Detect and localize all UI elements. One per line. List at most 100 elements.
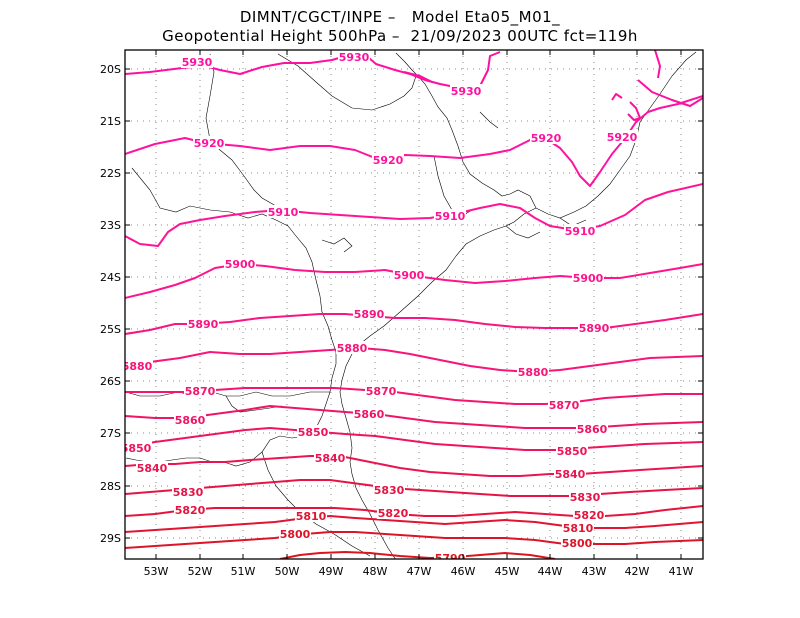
- contour-label-bg: [377, 506, 409, 519]
- contour-label-bg: [174, 503, 206, 516]
- map-title-line1: DIMNT/CGCT/INPE – Model Eta05_M01_: [239, 8, 561, 26]
- lon-label: 41W: [669, 565, 694, 578]
- contour-line-5930: [125, 52, 347, 75]
- contour-label-bg: [336, 341, 368, 354]
- contour-label-bg: [224, 257, 256, 270]
- contour-label-bg: [297, 425, 329, 438]
- lat-label: 27S: [100, 427, 121, 440]
- contour-label-5860: 5860: [354, 408, 385, 421]
- contour-label-5850: 5850: [121, 442, 152, 455]
- contour-label-bg: [434, 551, 466, 559]
- contour-label-bg: [125, 441, 152, 454]
- contour-label-5860: 5860: [577, 423, 608, 436]
- contour-label-bg: [572, 271, 604, 284]
- contour-label-bg: [393, 268, 425, 281]
- contour-label-bg: [314, 451, 346, 464]
- lon-label: 44W: [538, 565, 563, 578]
- contour-line-5880: [125, 347, 703, 373]
- contour-label-bg: [295, 509, 327, 522]
- lat-label: 22S: [100, 167, 121, 180]
- contour-label-bg: [353, 407, 385, 420]
- contour-line-5790: [279, 551, 556, 559]
- contour-label-bg: [353, 307, 385, 320]
- contour-label-5840: 5840: [555, 468, 586, 481]
- contour-line-5930: [637, 79, 703, 107]
- contour-label-bg: [606, 130, 638, 143]
- contour-label-5900: 5900: [225, 258, 256, 271]
- contour-label-5920: 5920: [531, 132, 562, 145]
- contour-label-5920: 5920: [194, 137, 225, 150]
- lat-label: 20S: [100, 63, 121, 76]
- lon-label: 42W: [625, 565, 650, 578]
- contour-label-5920: 5920: [373, 154, 404, 167]
- contour-line-5930: [403, 71, 433, 83]
- contour-label-bg: [365, 384, 397, 397]
- contour-label-5800: 5800: [280, 528, 311, 541]
- contour-label-5840: 5840: [137, 462, 168, 475]
- contour-label-bg: [548, 398, 580, 411]
- contour-label-5900: 5900: [573, 272, 604, 285]
- map-frame-background: [125, 50, 703, 559]
- contour-label-5910: 5910: [565, 225, 596, 238]
- contour-label-bg: [279, 527, 311, 540]
- contour-label-5850: 5850: [298, 426, 329, 439]
- contour-line-5930: [654, 50, 661, 79]
- lon-label: 47W: [407, 565, 432, 578]
- contour-label-5850: 5850: [557, 445, 588, 458]
- lon-label: 46W: [451, 565, 476, 578]
- contour-line-5930: [361, 51, 501, 89]
- contour-label-5830: 5830: [173, 486, 204, 499]
- contour-label-bg: [576, 422, 608, 435]
- lat-label: 24S: [100, 271, 121, 284]
- contour-line-5870: [125, 387, 703, 405]
- map-frame-border: [124, 49, 704, 560]
- contour-label-5910: 5910: [268, 206, 299, 219]
- contour-label-5920: 5920: [607, 131, 638, 144]
- contour-label-5820: 5820: [574, 509, 605, 522]
- lat-label: 28S: [100, 480, 121, 493]
- contour-label-bg: [181, 55, 213, 68]
- contour-label-bg: [174, 413, 206, 426]
- contour-label-bg: [573, 508, 605, 521]
- contour-label-5910: 5910: [435, 210, 466, 223]
- contour-label-bg: [450, 84, 482, 97]
- lon-label: 51W: [231, 565, 256, 578]
- contour-label-5820: 5820: [175, 504, 206, 517]
- lat-label: 29S: [100, 532, 121, 545]
- lon-label: 45W: [495, 565, 520, 578]
- lat-label: 23S: [100, 219, 121, 232]
- lat-label: 25S: [100, 323, 121, 336]
- contour-label-5870: 5870: [366, 385, 397, 398]
- contour-label-5820: 5820: [378, 507, 409, 520]
- contour-label-bg: [193, 136, 225, 149]
- contour-label-5830: 5830: [570, 491, 601, 504]
- contour-label-bg: [517, 365, 549, 378]
- lon-label: 43W: [582, 565, 607, 578]
- contour-label-5810: 5810: [563, 522, 594, 535]
- contour-label-5880: 5880: [518, 366, 549, 379]
- contour-label-bg: [187, 317, 219, 330]
- contour-label-bg: [267, 205, 299, 218]
- lon-label: 52W: [188, 565, 213, 578]
- contour-label-5930: 5930: [182, 56, 213, 69]
- contour-label-5870: 5870: [185, 385, 216, 398]
- contour-label-bg: [530, 131, 562, 144]
- contour-label-bg: [561, 536, 593, 549]
- map-title-line2: Geopotential Height 500hPa – 21/09/2023 …: [162, 27, 638, 45]
- contour-label-5880: 5880: [337, 342, 368, 355]
- contour-label-5930: 5930: [451, 85, 482, 98]
- lat-label: 21S: [100, 115, 121, 128]
- contour-line-5930: [611, 93, 623, 101]
- contour-label-bg: [125, 359, 153, 372]
- contour-label-bg: [373, 483, 405, 496]
- contour-label-5860: 5860: [175, 414, 206, 427]
- contour-label-5790: 5790: [435, 552, 466, 565]
- contour-label-5810: 5810: [296, 510, 327, 523]
- contour-label-bg: [562, 521, 594, 534]
- contour-label-bg: [338, 50, 370, 63]
- lon-label: 50W: [275, 565, 300, 578]
- contour-label-bg: [556, 444, 588, 457]
- lon-label: 53W: [144, 565, 169, 578]
